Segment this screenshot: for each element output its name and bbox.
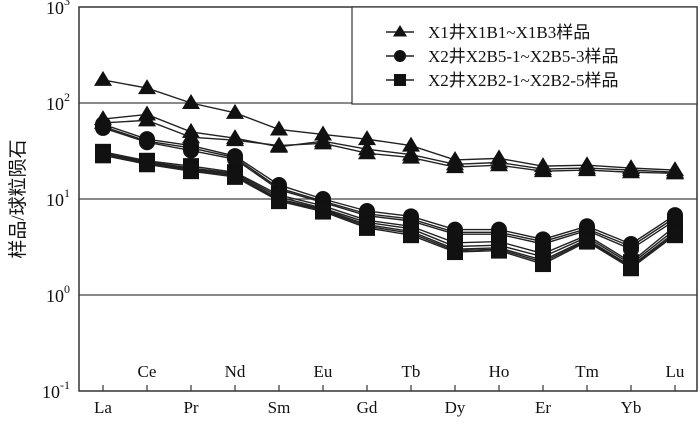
triangle-marker [358,130,376,146]
series-line [102,113,676,173]
triangle-marker [138,111,156,127]
triangle-marker [666,164,684,180]
circle-marker [227,151,243,168]
square-marker [359,219,375,236]
circle-marker [394,50,406,62]
x-tick-label-Eu: Eu [314,362,333,381]
triangle-marker [358,144,376,160]
circle-marker [623,241,639,258]
x-tick-label-Ce: Ce [138,362,157,381]
triangle-marker [490,156,508,172]
x-tick-label-Gd: Gd [357,398,378,417]
x-tick-label-Nd: Nd [225,362,246,381]
triangle-marker [446,158,464,174]
triangle-marker [226,131,244,147]
square-marker [403,227,419,244]
x-tick-label-Lu: Lu [666,362,685,381]
y-tick-label: 101 [46,186,70,210]
circle-marker [95,119,111,136]
triangle-marker [578,161,596,177]
triangle-marker [314,134,332,150]
square-marker [315,203,331,220]
square-marker [535,256,551,273]
triangle-marker [270,136,288,152]
triangle-marker [402,136,420,152]
square-marker [623,260,639,277]
y-tick-label: 10-1 [42,378,70,402]
y-axis-label: 样品/球粒陨石 [7,139,29,258]
triangle-marker [393,25,407,37]
square-marker [491,242,507,259]
x-tick-label-Er: Er [535,398,551,417]
square-marker [579,233,595,250]
y-tick-label: 103 [46,0,70,18]
legend: X1井X1B1~X1B3样品 X2井X2B5-1~X2B5-3样品 X2井X2B2-… [351,6,698,105]
square-marker [227,168,243,185]
legend-label: X2井X2B5-1~X2B5-3样品 [428,47,619,66]
x-tick-label-Ho: Ho [489,362,510,381]
triangle-marker [534,162,552,178]
square-marker [139,156,155,173]
y-tick-label: 100 [46,282,70,306]
square-marker [667,227,683,244]
x-tick-label-Pr: Pr [183,398,198,417]
square-marker [447,244,463,261]
circle-marker [139,134,155,151]
series-line [102,119,676,175]
triangle-marker [270,120,288,136]
square-marker [95,147,111,164]
x-tick-label-Tb: Tb [402,362,421,381]
square-marker [394,74,406,86]
triangle-marker [226,103,244,119]
legend-label: X1井X1B1~X1B3样品 [428,23,590,42]
circle-marker [183,142,199,159]
x-tick-label-Tm: Tm [575,362,599,381]
series-line [102,79,676,171]
triangle-marker [94,70,112,86]
x-tick-label-La: La [94,398,112,417]
square-marker [183,163,199,180]
y-tick-label: 102 [46,90,70,114]
square-marker [271,193,287,210]
x-tick-label-Yb: Yb [621,398,642,417]
x-tick-label-Sm: Sm [268,398,291,417]
triangle-marker [402,148,420,164]
series-X2B2-5 [95,147,683,277]
triangle-marker [182,94,200,109]
triangle-marker [622,163,640,179]
series-X1B3 [94,111,684,180]
triangle-marker [138,79,156,95]
x-tick-label-Dy: Dy [445,398,466,417]
legend-label: X2井X2B2-1~X2B2-5样品 [428,71,619,90]
